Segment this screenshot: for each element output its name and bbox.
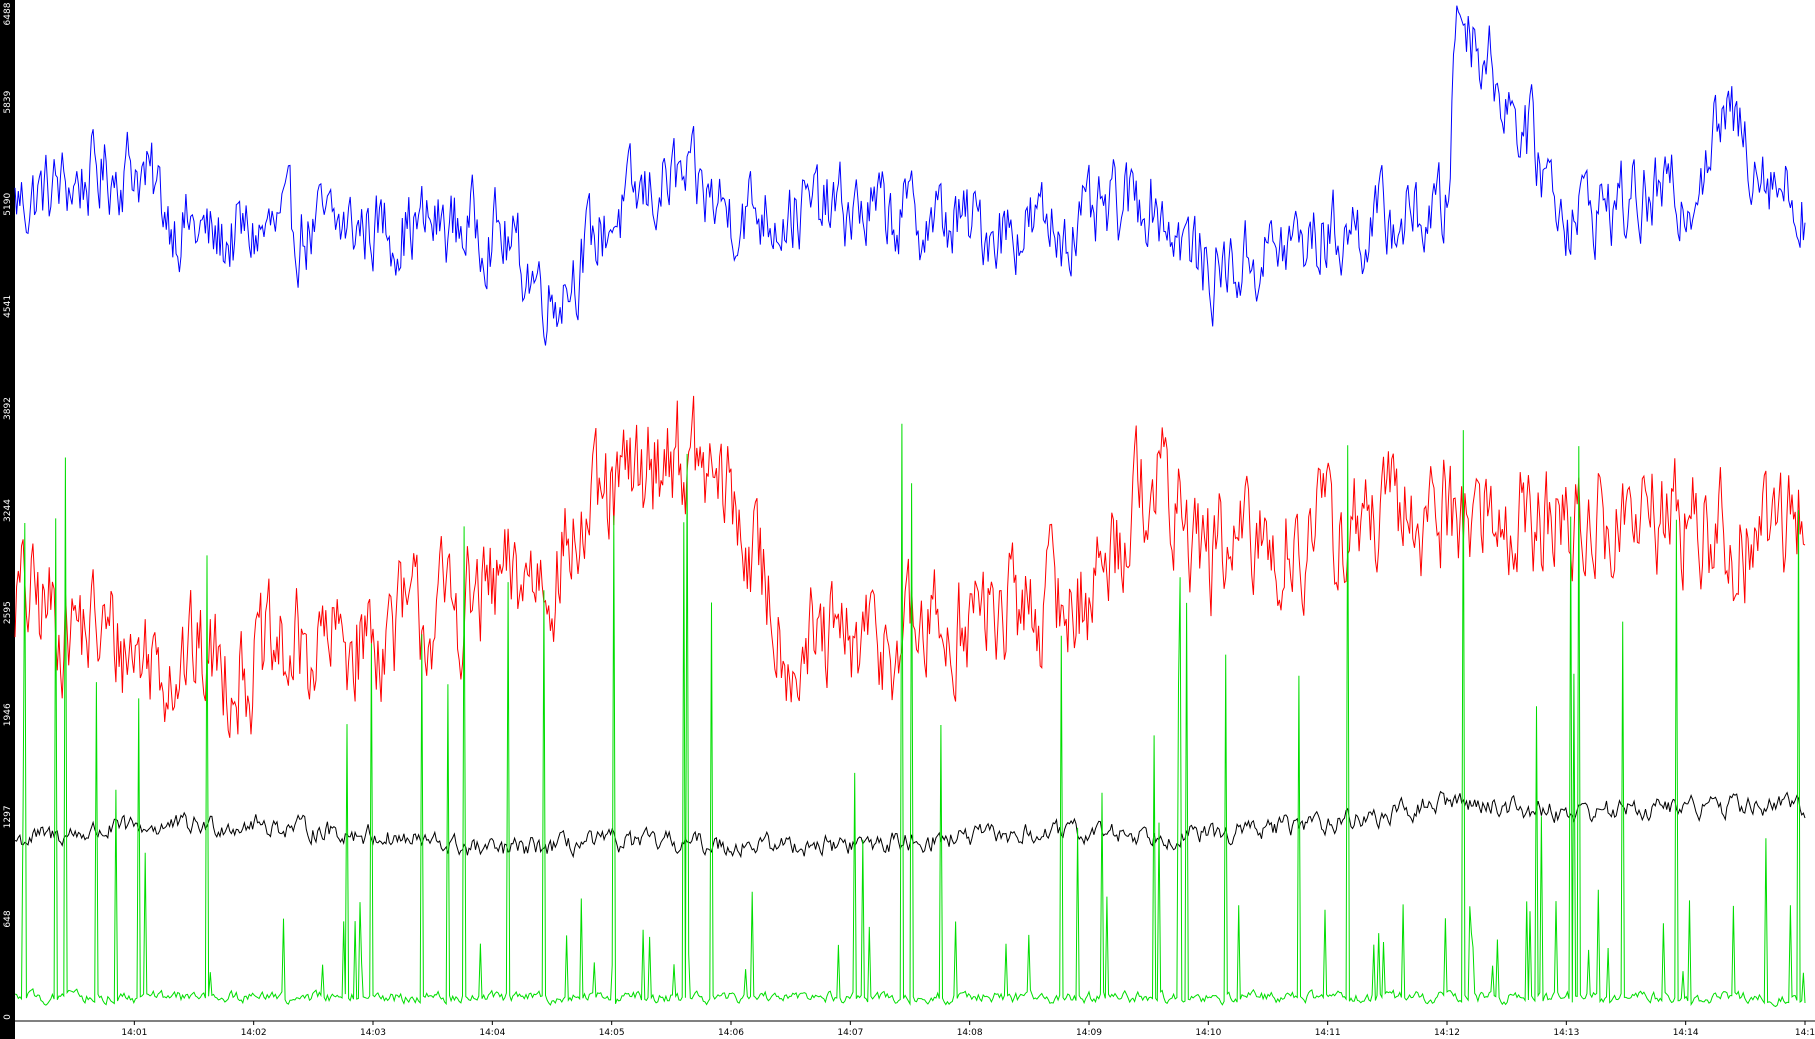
- series-line: [14, 5, 1806, 346]
- x-tick-label: 14:12: [1434, 1028, 1460, 1038]
- x-tick-label: 14:09: [1076, 1028, 1102, 1038]
- x-tick-label: 14:08: [957, 1028, 983, 1038]
- y-axis-strip: [0, 0, 15, 1039]
- x-tick-label: 14:07: [837, 1028, 863, 1038]
- x-tick-label: 14:03: [360, 1028, 386, 1038]
- y-tick-label: 6488: [3, 2, 13, 25]
- y-tick-label: 5190: [3, 193, 13, 216]
- x-tick-label: 14:10: [1195, 1028, 1221, 1038]
- y-tick-label: 648: [3, 910, 13, 927]
- x-tick-label: 14:05: [599, 1028, 625, 1038]
- series-line: [14, 423, 1806, 1008]
- x-tick-label: 14:13: [1553, 1028, 1579, 1038]
- x-tick-label: 14:02: [241, 1028, 267, 1038]
- y-tick-label: 2595: [3, 601, 13, 624]
- series-line: [14, 395, 1806, 738]
- y-tick-label: 3892: [3, 397, 13, 420]
- y-tick-label: 4541: [3, 295, 13, 318]
- y-tick-label: 3244: [3, 499, 13, 522]
- x-tick-label: 14:04: [479, 1028, 505, 1038]
- x-tick-label: 14:14: [1673, 1028, 1699, 1038]
- x-tick-label: 14:11: [1315, 1028, 1341, 1038]
- y-tick-label: 1297: [3, 805, 13, 828]
- y-tick-label: 0: [3, 1014, 13, 1020]
- x-tick-label: 14:1: [1795, 1028, 1815, 1038]
- x-tick-label: 14:06: [718, 1028, 744, 1038]
- x-tick-label: 14:01: [121, 1028, 147, 1038]
- y-tick-label: 1946: [3, 703, 13, 726]
- y-tick-label: 5839: [3, 90, 13, 113]
